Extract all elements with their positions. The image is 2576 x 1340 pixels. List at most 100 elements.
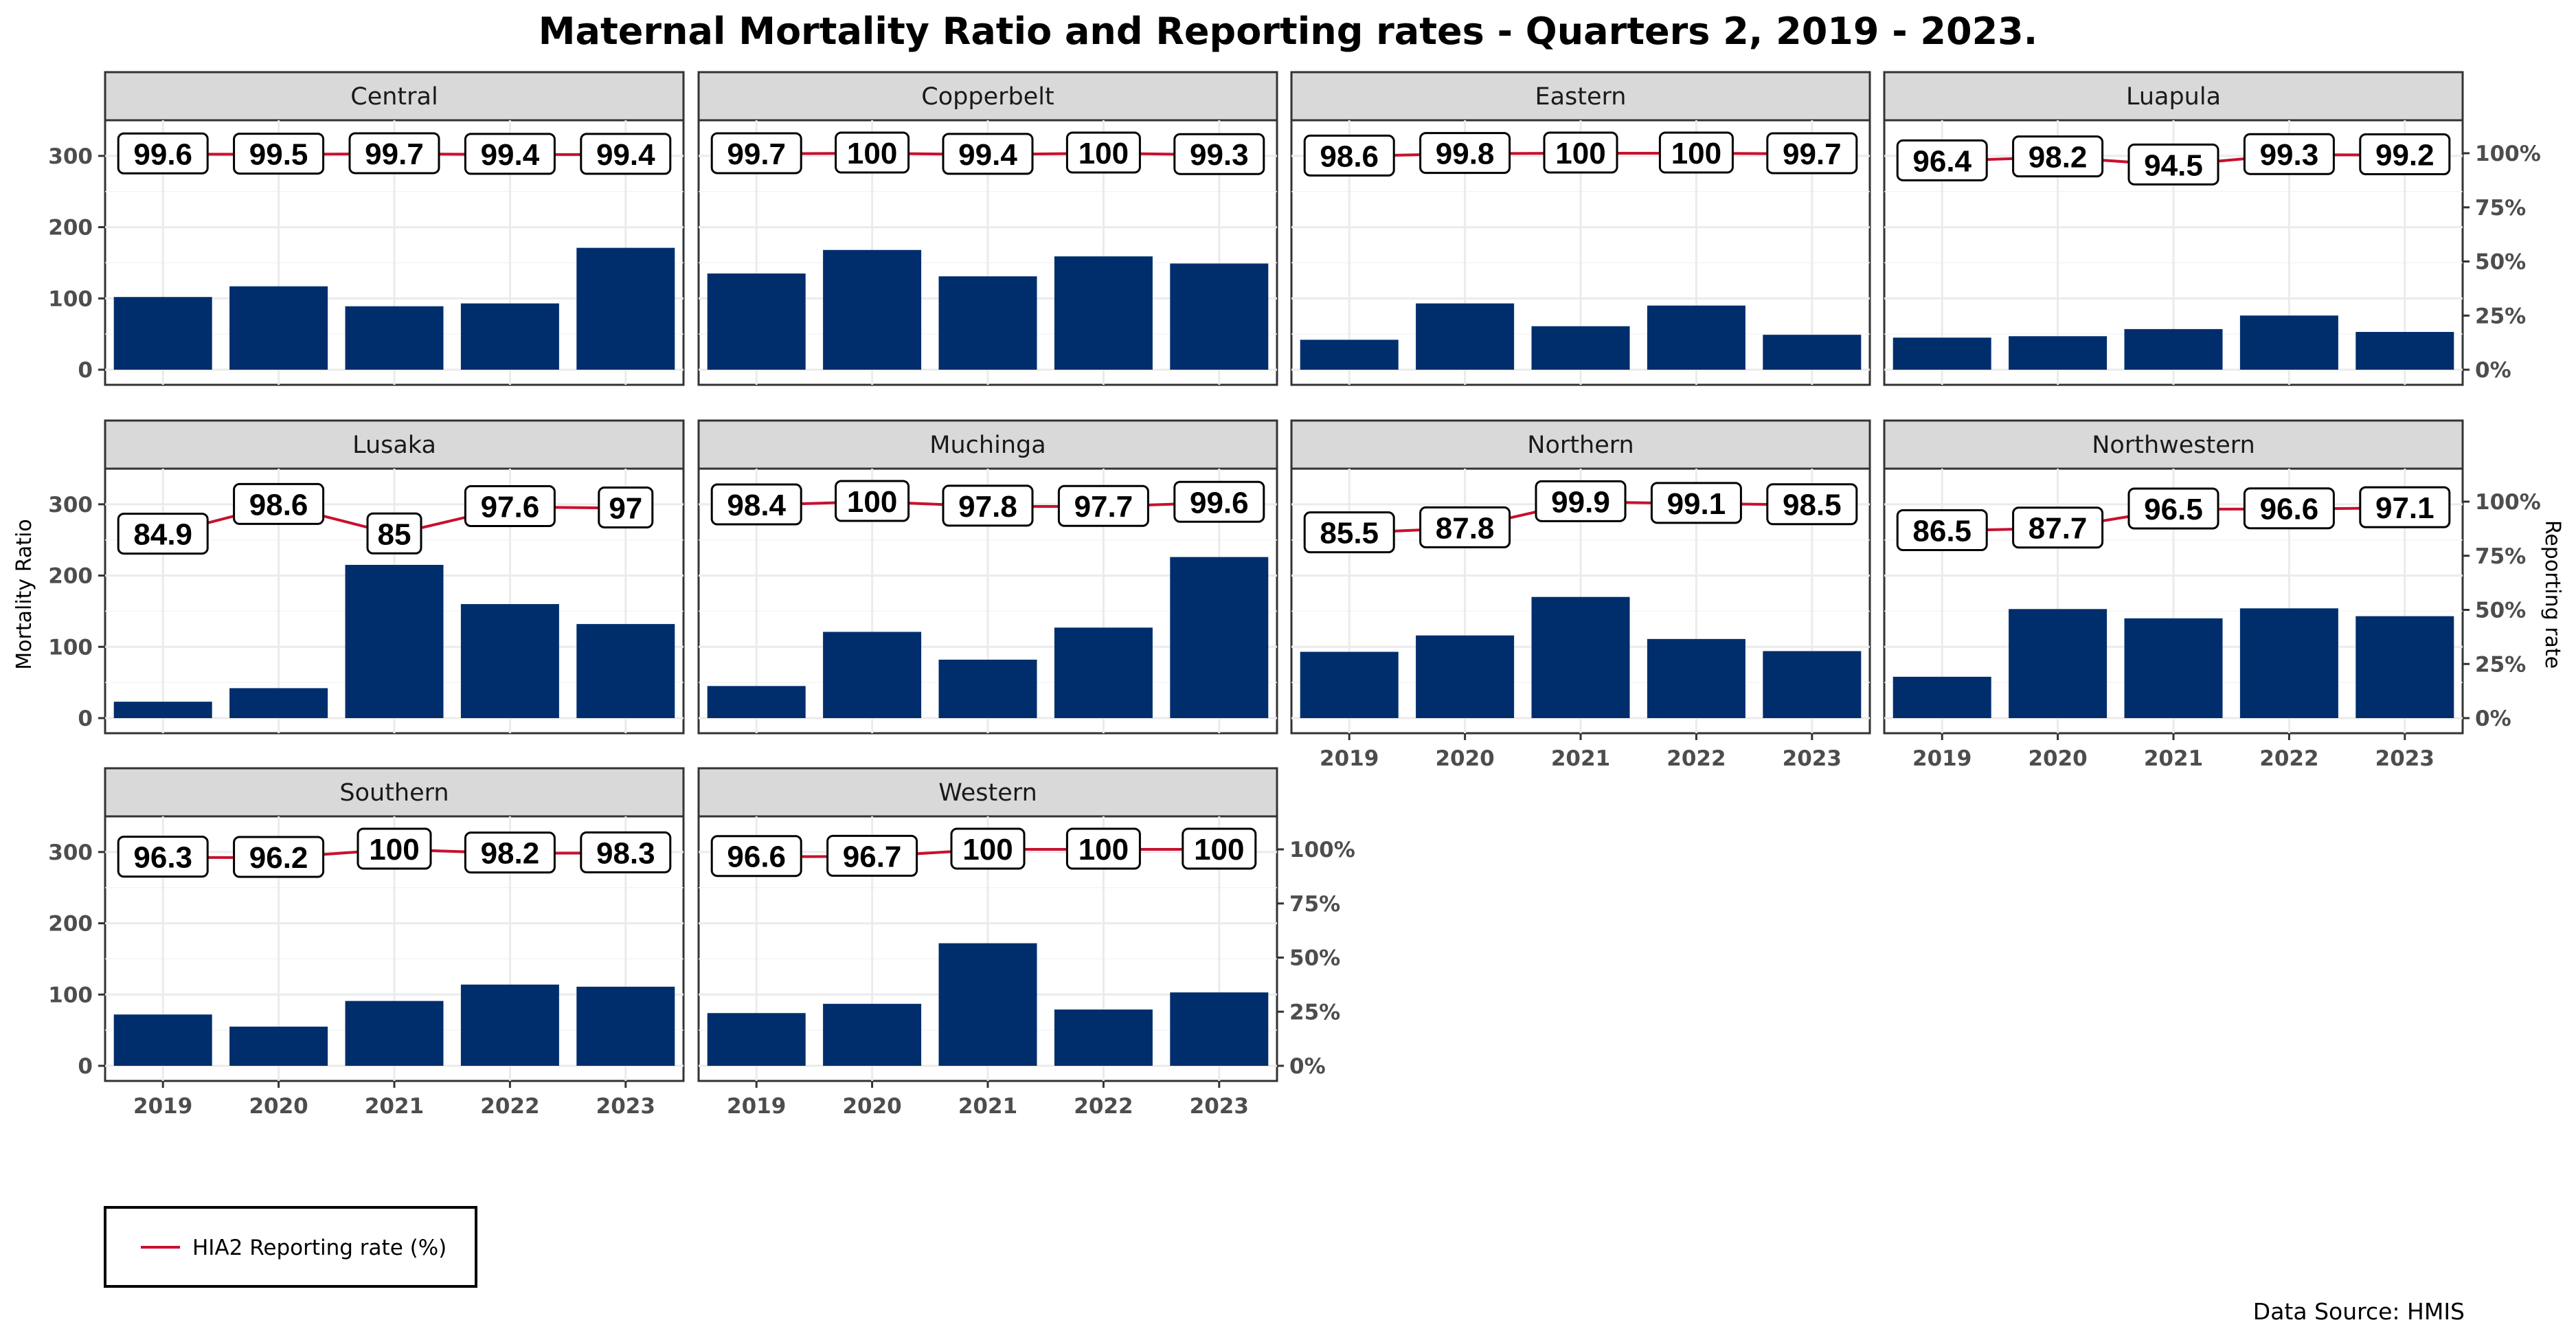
data-label: 98.4 bbox=[727, 489, 786, 522]
bar bbox=[345, 565, 444, 718]
data-label: 97.6 bbox=[481, 491, 540, 524]
y2-tick-label: 50% bbox=[1289, 946, 1340, 971]
data-label: 96.5 bbox=[2144, 493, 2203, 526]
y-tick-label: 100 bbox=[48, 983, 93, 1007]
bar bbox=[1531, 326, 1630, 370]
data-label-box bbox=[1658, 131, 1734, 174]
data-label-box bbox=[2243, 133, 2335, 175]
y2-tick-label: 75% bbox=[2475, 544, 2526, 569]
y-tick-label: 200 bbox=[48, 564, 93, 589]
bar bbox=[1170, 263, 1269, 370]
data-label-box bbox=[826, 834, 918, 877]
facet-label: Western bbox=[938, 779, 1037, 807]
bar bbox=[1054, 256, 1153, 370]
x-tick-label: 2022 bbox=[1074, 1094, 1133, 1119]
data-label-box bbox=[464, 831, 556, 874]
data-label-box bbox=[357, 827, 432, 870]
data-label: 99.6 bbox=[133, 137, 192, 171]
bar bbox=[2355, 616, 2454, 718]
bar bbox=[576, 247, 675, 370]
bar bbox=[2355, 332, 2454, 370]
x-tick-label: 2019 bbox=[133, 1094, 192, 1119]
panel-central: Central 99.6 99.5 99.7 99.4 99.4 bbox=[104, 71, 685, 386]
panel-western: Western 96.6 96.7 100 100 100 bbox=[697, 767, 1278, 1082]
legend: HIA2 Reporting rate (%) bbox=[104, 1206, 477, 1288]
y-tick-label: 300 bbox=[48, 144, 93, 169]
bar bbox=[707, 1013, 806, 1066]
y-tick-label: 0 bbox=[78, 358, 93, 383]
panel-copperbelt: Copperbelt 99.7 100 99.4 100 99.3 bbox=[697, 71, 1278, 386]
data-label: 97 bbox=[609, 491, 642, 525]
data-label-box bbox=[1419, 506, 1511, 548]
data-label-box bbox=[1766, 483, 1858, 526]
y2-tick-label: 25% bbox=[1289, 1000, 1340, 1025]
data-label: 87.7 bbox=[2029, 512, 2088, 546]
bar bbox=[2239, 315, 2338, 370]
bar bbox=[1647, 305, 1745, 370]
data-label-box bbox=[1419, 132, 1511, 175]
x-tick-label: 2021 bbox=[1551, 746, 1610, 771]
data-label-box bbox=[580, 133, 672, 175]
data-label: 100 bbox=[962, 833, 1013, 867]
data-label: 94.5 bbox=[2144, 148, 2203, 182]
data-label-box bbox=[580, 831, 672, 873]
y2-tick-label: 100% bbox=[2475, 490, 2541, 515]
bar bbox=[229, 688, 328, 718]
data-label-box bbox=[1065, 131, 1141, 174]
data-label-box bbox=[1057, 484, 1149, 527]
data-label: 99.4 bbox=[481, 138, 540, 172]
bar bbox=[460, 303, 559, 370]
facet-label: Eastern bbox=[1535, 83, 1626, 111]
data-label: 99.4 bbox=[596, 138, 655, 172]
facet-label: Central bbox=[350, 83, 438, 111]
data-label-box bbox=[942, 484, 1034, 527]
data-label-box bbox=[464, 485, 556, 528]
data-label: 100 bbox=[1671, 137, 1721, 170]
y-tick-label: 100 bbox=[48, 287, 93, 311]
panel-southern: Southern 96.3 96.2 100 98.2 98.3 bbox=[104, 767, 685, 1082]
bar bbox=[1531, 596, 1630, 718]
data-label: 96.6 bbox=[727, 840, 786, 874]
data-label: 98.3 bbox=[596, 836, 655, 870]
data-label-box bbox=[2127, 143, 2219, 186]
x-tick-label: 2023 bbox=[2375, 746, 2434, 771]
chart-title: Maternal Mortality Ratio and Reporting r… bbox=[539, 10, 2037, 53]
bar bbox=[2124, 618, 2223, 718]
bar bbox=[823, 1003, 922, 1066]
facet-strip bbox=[1883, 71, 2464, 122]
data-label-box bbox=[1303, 511, 1395, 554]
data-label: 98.6 bbox=[249, 488, 308, 522]
panels-group: Central 99.6 99.5 99.7 99.4 99.4 Copperbelt 99.… bbox=[104, 71, 2464, 1082]
data-label: 99.1 bbox=[1667, 487, 1726, 521]
data-label: 97.8 bbox=[958, 490, 1017, 524]
x-tick-label: 2019 bbox=[1320, 746, 1379, 771]
data-label-box bbox=[942, 133, 1034, 175]
data-label: 84.9 bbox=[133, 518, 192, 552]
data-label: 100 bbox=[369, 833, 419, 867]
bar bbox=[1893, 676, 1991, 718]
x-tick-label: 2022 bbox=[1667, 746, 1726, 771]
data-label: 100 bbox=[847, 485, 897, 519]
facet-label: Luapula bbox=[2126, 83, 2221, 111]
data-label-box bbox=[233, 133, 325, 175]
bar bbox=[460, 604, 559, 718]
x-tick-label: 2023 bbox=[1783, 746, 1842, 771]
facet-label: Muchinga bbox=[929, 432, 1046, 459]
y-tick-label: 300 bbox=[48, 493, 93, 517]
data-label: 97.7 bbox=[1074, 490, 1133, 524]
bar bbox=[2124, 328, 2223, 370]
y2-tick-label: 0% bbox=[2475, 358, 2511, 383]
data-label: 99.7 bbox=[365, 137, 424, 171]
data-label: 85 bbox=[378, 517, 411, 551]
data-label: 99.3 bbox=[2260, 138, 2319, 172]
bar bbox=[229, 1026, 328, 1066]
data-label: 100 bbox=[1078, 137, 1129, 170]
x-tick-label: 2019 bbox=[1912, 746, 1971, 771]
data-source-note: Data Source: HMIS bbox=[2253, 1298, 2465, 1325]
panel-luapula: Luapula 96.4 98.2 94.5 99.3 99.2 bbox=[1883, 71, 2464, 386]
data-label: 99.3 bbox=[1190, 138, 1249, 172]
data-label-box bbox=[835, 131, 910, 174]
data-label: 98.6 bbox=[1320, 139, 1379, 173]
facet-strip bbox=[1290, 419, 1871, 470]
